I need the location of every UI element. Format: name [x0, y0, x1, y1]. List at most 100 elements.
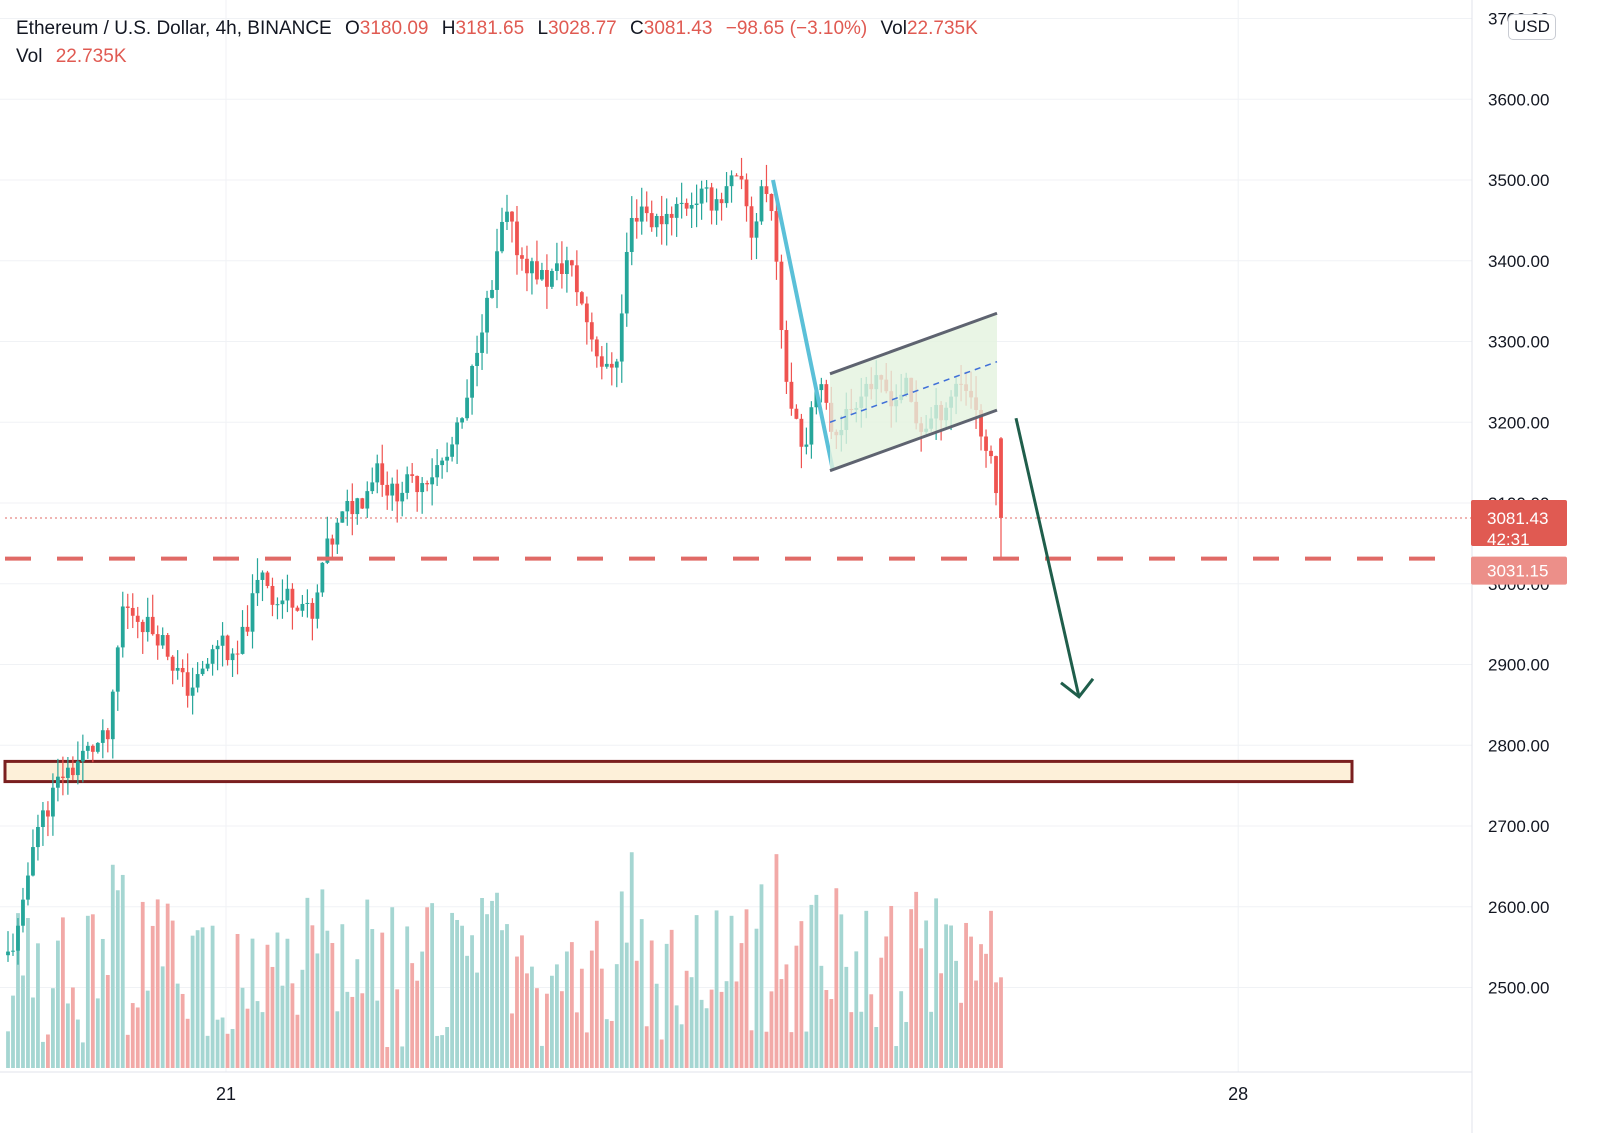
volume-bar [974, 980, 978, 1068]
volume-bar [285, 938, 290, 1068]
volume-bar [110, 864, 115, 1068]
volume-bar [869, 994, 874, 1068]
volume-bar [65, 1003, 70, 1068]
candlestick-series [6, 157, 1003, 965]
volume-bar [929, 1011, 934, 1068]
volume-bar [190, 935, 195, 1068]
candle-body [325, 538, 330, 563]
candle-body [809, 407, 814, 445]
price-tick-label: 3200.00 [1488, 413, 1549, 432]
candle-body [420, 483, 425, 493]
candle-body [145, 616, 150, 633]
candle-body [440, 460, 445, 466]
volume-bar [55, 940, 60, 1068]
candle-body [719, 199, 724, 204]
projection-arrow-head [1060, 677, 1095, 699]
candle-body [495, 251, 499, 290]
volume-bar [764, 1031, 769, 1068]
volume-bar [375, 1000, 380, 1068]
candle-body [609, 363, 614, 368]
candle-body [26, 875, 30, 900]
volume-bar [784, 964, 789, 1068]
volume-bar [629, 852, 634, 1068]
volume-bar [934, 898, 939, 1068]
candle-body [245, 626, 250, 632]
candle-body [644, 206, 649, 214]
volume-bar [759, 884, 764, 1068]
volume-bar [355, 959, 360, 1068]
volume-bar [684, 970, 689, 1068]
candle-body [579, 292, 584, 304]
candle-body [455, 422, 459, 445]
volume-bar [804, 1031, 809, 1068]
candle-body [769, 193, 774, 212]
volume-bar [330, 943, 335, 1068]
candle-body [520, 255, 524, 259]
volume-bar [465, 955, 469, 1068]
volume-bar [564, 951, 569, 1068]
candle-body [669, 213, 674, 218]
volume-bar [6, 1031, 10, 1068]
volume-bar [769, 991, 774, 1068]
volume-bar [380, 932, 385, 1068]
volume-bar [689, 977, 694, 1068]
candle-body [220, 635, 225, 646]
candle-body [175, 667, 180, 671]
candle-body [240, 626, 245, 654]
volume-bar [235, 934, 240, 1068]
volume-bar [445, 1027, 450, 1068]
volume-bar [485, 914, 489, 1068]
volume-bar [41, 1041, 45, 1068]
candle-body [764, 186, 769, 194]
volume-bar [255, 1001, 260, 1068]
candle-body [425, 483, 430, 485]
volume-bar [889, 905, 894, 1068]
candle-body [335, 522, 340, 545]
volume-bar [535, 988, 539, 1068]
candle-body [265, 572, 270, 586]
candle-body [290, 588, 295, 608]
candle-body [155, 634, 160, 646]
candle-body [445, 456, 450, 461]
candle-body [664, 213, 669, 225]
volume-bar [185, 1018, 190, 1068]
volume-bar [954, 960, 958, 1068]
line-price-tag [1471, 556, 1567, 585]
volume-bar [724, 981, 729, 1068]
currency-button[interactable]: USD [1508, 14, 1556, 40]
candle-body [559, 263, 564, 274]
countdown-value: 42:31 [1487, 530, 1530, 549]
candle-body [80, 750, 85, 762]
candle-body [624, 251, 629, 314]
volume-bar [794, 945, 799, 1068]
candle-body [120, 606, 125, 648]
candle-body [674, 203, 679, 218]
volume-bar [909, 909, 914, 1068]
volume-bar [639, 919, 644, 1068]
candle-body [305, 602, 310, 604]
volume-bar [420, 951, 425, 1068]
volume-bar [415, 980, 420, 1068]
volume-bar [609, 1020, 614, 1068]
candle-body [819, 384, 824, 391]
candle-body [999, 438, 1003, 518]
candle-body [754, 221, 759, 238]
candle-body [584, 303, 589, 323]
support-zone [3, 759, 1354, 784]
time-tick-label: 21 [216, 1084, 236, 1104]
volume-bar [699, 999, 704, 1068]
candle-body [180, 667, 185, 673]
volume-bar [959, 1002, 963, 1068]
high-value: 3181.65 [455, 18, 525, 39]
candle-body [729, 175, 734, 187]
candle-body [370, 482, 375, 492]
candle-body [70, 767, 75, 776]
volume-bar [265, 944, 270, 1068]
candle-body [545, 269, 549, 287]
candle-body [979, 409, 983, 437]
candle-body [989, 450, 993, 457]
volume-bar [649, 940, 654, 1068]
volume-bar [390, 907, 395, 1068]
